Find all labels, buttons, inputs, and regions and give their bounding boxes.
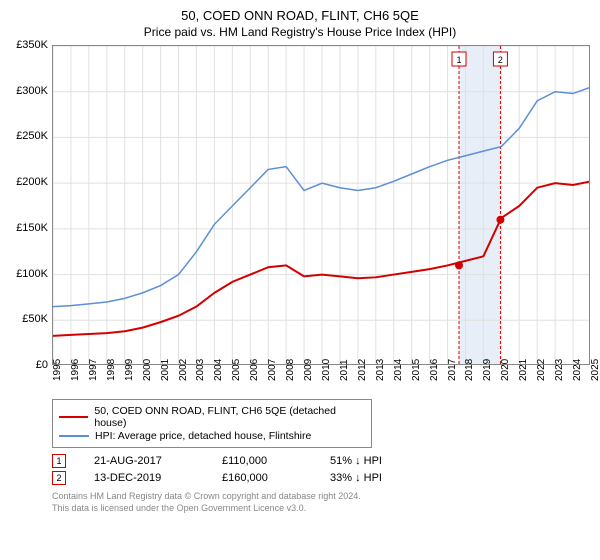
legend-item: HPI: Average price, detached house, Flin… (59, 430, 365, 442)
legend-swatch (59, 416, 88, 418)
sale-date: 21-AUG-2017 (94, 455, 194, 467)
y-tick-label: £250K (16, 130, 48, 142)
sales-table: 1 21-AUG-2017 £110,000 51% ↓ HPI 2 13-DEC… (52, 454, 590, 485)
chart-container: 50, COED ONN ROAD, FLINT, CH6 5QE Price … (0, 0, 600, 560)
x-tick-label: 2018 (464, 359, 475, 381)
x-tick-label: 1995 (52, 359, 63, 381)
footer-line2: This data is licensed under the Open Gov… (52, 503, 590, 515)
x-tick-label: 2023 (554, 359, 565, 381)
footer-attribution: Contains HM Land Registry data © Crown c… (52, 491, 590, 514)
chart-area: £0£50K£100K£150K£200K£250K£300K£350K 12 … (10, 45, 590, 395)
y-tick-label: £350K (16, 39, 48, 51)
svg-text:2: 2 (498, 55, 503, 65)
x-tick-label: 1997 (88, 359, 99, 381)
x-tick-label: 1996 (70, 359, 81, 381)
x-tick-label: 2021 (518, 359, 529, 381)
sale-row: 1 21-AUG-2017 £110,000 51% ↓ HPI (52, 454, 590, 468)
x-tick-label: 2010 (321, 359, 332, 381)
sale-badge: 2 (52, 471, 66, 485)
x-tick-label: 2011 (339, 359, 350, 381)
legend-item: 50, COED ONN ROAD, FLINT, CH6 5QE (detac… (59, 405, 365, 429)
y-tick-label: £300K (16, 85, 48, 97)
sale-date: 13-DEC-2019 (94, 472, 194, 484)
sale-badge: 1 (52, 454, 66, 468)
x-tick-label: 2009 (303, 359, 314, 381)
sale-delta: 51% ↓ HPI (330, 455, 382, 467)
sale-delta: 33% ↓ HPI (330, 472, 382, 484)
legend-label: HPI: Average price, detached house, Flin… (95, 430, 311, 442)
y-tick-label: £150K (16, 222, 48, 234)
x-tick-label: 2015 (411, 359, 422, 381)
chart-title: 50, COED ONN ROAD, FLINT, CH6 5QE (10, 8, 590, 23)
x-tick-label: 2008 (285, 359, 296, 381)
legend-label: 50, COED ONN ROAD, FLINT, CH6 5QE (detac… (94, 405, 365, 429)
x-tick-label: 2024 (572, 359, 583, 381)
y-tick-label: £200K (16, 176, 48, 188)
x-tick-label: 2007 (267, 359, 278, 381)
x-tick-label: 2003 (195, 359, 206, 381)
x-tick-label: 2013 (375, 359, 386, 381)
x-tick-label: 2014 (393, 359, 404, 381)
legend-box: 50, COED ONN ROAD, FLINT, CH6 5QE (detac… (52, 399, 372, 448)
x-tick-label: 2005 (231, 359, 242, 381)
legend-swatch (59, 435, 89, 437)
x-tick-label: 2000 (142, 359, 153, 381)
svg-text:1: 1 (457, 55, 462, 65)
y-tick-label: £0 (36, 359, 48, 371)
x-axis-labels: 1995199619971998199920002001200220032004… (52, 367, 590, 395)
x-tick-label: 2006 (249, 359, 260, 381)
chart-subtitle: Price paid vs. HM Land Registry's House … (10, 25, 590, 39)
y-axis-labels: £0£50K£100K£150K£200K£250K£300K£350K (10, 45, 50, 365)
x-tick-label: 2019 (482, 359, 493, 381)
sale-row: 2 13-DEC-2019 £160,000 33% ↓ HPI (52, 471, 590, 485)
x-tick-label: 1999 (124, 359, 135, 381)
x-tick-label: 2001 (160, 359, 171, 381)
x-tick-label: 2012 (357, 359, 368, 381)
x-tick-label: 2016 (429, 359, 440, 381)
x-tick-label: 2020 (500, 359, 511, 381)
x-tick-label: 1998 (106, 359, 117, 381)
sale-price: £110,000 (222, 455, 302, 467)
y-tick-label: £50K (22, 313, 48, 325)
x-tick-label: 2022 (536, 359, 547, 381)
x-tick-label: 2017 (447, 359, 458, 381)
sale-price: £160,000 (222, 472, 302, 484)
footer-line1: Contains HM Land Registry data © Crown c… (52, 491, 590, 503)
x-tick-label: 2025 (590, 359, 600, 381)
y-tick-label: £100K (16, 268, 48, 280)
x-tick-label: 2002 (178, 359, 189, 381)
chart-plot: 12 (52, 45, 590, 365)
x-tick-label: 2004 (213, 359, 224, 381)
